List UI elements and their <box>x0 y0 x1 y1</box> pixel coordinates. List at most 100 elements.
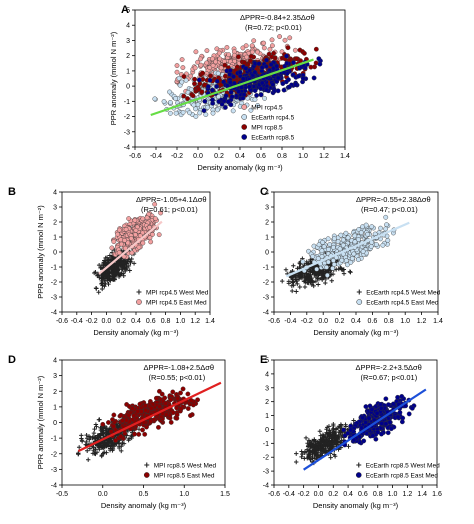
y-tick-label: 2 <box>265 220 269 227</box>
point-series-1 <box>180 386 186 392</box>
point-series-0 <box>115 259 121 264</box>
point-series-1 <box>153 395 159 401</box>
x-tick-label: 0.8 <box>373 491 383 498</box>
point-series-1 <box>363 404 369 409</box>
point-series-1 <box>262 95 268 101</box>
point-series-2 <box>272 55 278 61</box>
point-series-0 <box>128 260 133 265</box>
point-series-1 <box>352 239 358 245</box>
point-series-0 <box>324 438 329 443</box>
y-tick-label: -3 <box>263 295 269 302</box>
x-tick-label: 1.0 <box>176 318 186 325</box>
x-tick-label: -0.5 <box>56 491 68 498</box>
point-series-1 <box>386 402 391 408</box>
point-series-0 <box>129 434 135 439</box>
point-series-0 <box>307 274 312 280</box>
point-series-1 <box>153 216 158 222</box>
point-series-0 <box>96 290 101 295</box>
point-series-1 <box>188 413 193 418</box>
point-series-1 <box>374 242 379 247</box>
point-series-2 <box>313 46 319 52</box>
fit-line <box>285 221 410 278</box>
point-series-0 <box>318 442 324 448</box>
point-series-1 <box>142 431 148 437</box>
point-series-1 <box>387 419 393 425</box>
legend-entry: EcEarth rcp4.5 West Med <box>366 290 440 297</box>
point-series-0 <box>106 281 111 287</box>
point-series-0 <box>300 451 305 457</box>
panel-letter: E <box>260 354 267 366</box>
point-series-1 <box>324 264 329 270</box>
point-series-0 <box>307 452 312 457</box>
stats-text: (R=0.67; p<0.01) <box>361 373 418 382</box>
point-series-1 <box>130 405 135 411</box>
point-series-0 <box>307 448 312 453</box>
x-tick-label: -0.6 <box>268 318 280 325</box>
y-axis-label: PPR anomaly (mmol N m⁻²) <box>109 31 118 125</box>
point-series-1 <box>158 210 164 216</box>
x-tick-label: -0.6 <box>268 491 280 498</box>
x-tick-label: 0.6 <box>368 318 378 325</box>
point-series-0 <box>91 430 97 436</box>
point-series-0 <box>305 444 311 449</box>
point-series-0 <box>328 455 333 460</box>
y-tick-label: 0 <box>126 84 130 91</box>
point-series-1 <box>119 418 125 424</box>
point-series-2 <box>192 81 197 87</box>
point-series-0 <box>244 54 250 60</box>
point-series-1 <box>358 230 364 235</box>
point-series-0 <box>297 284 303 290</box>
x-tick-label: 1.2 <box>402 491 412 498</box>
point-series-1 <box>349 256 355 261</box>
point-series-1 <box>131 413 137 419</box>
point-series-1 <box>374 410 380 416</box>
point-series-1 <box>379 421 385 426</box>
panel-letter: B <box>8 186 16 198</box>
point-series-2 <box>208 73 213 79</box>
y-tick-label: 2 <box>265 399 269 406</box>
point-series-1 <box>156 232 162 238</box>
y-tick-label: 2 <box>53 220 57 227</box>
point-series-0 <box>289 283 295 288</box>
point-series-2 <box>241 60 247 65</box>
point-series-0 <box>338 265 343 271</box>
point-series-0 <box>348 270 353 275</box>
point-series-0 <box>92 435 97 440</box>
point-series-1 <box>325 259 331 265</box>
point-series-3 <box>281 87 287 93</box>
y-tick-label: 5 <box>126 8 130 15</box>
point-series-3 <box>229 94 235 100</box>
x-tick-label: 0.8 <box>161 318 171 325</box>
point-series-0 <box>195 59 201 65</box>
x-tick-label: 0.2 <box>214 153 224 160</box>
equation: ΔPPR=-1.05+4.1Δσθ <box>136 195 207 204</box>
point-series-0 <box>292 47 298 53</box>
legend-entry: MPI rcp4.5 East Med <box>146 300 207 307</box>
point-series-1 <box>167 100 173 105</box>
point-series-0 <box>110 448 115 453</box>
legend-marker <box>241 114 248 120</box>
point-series-0 <box>90 435 95 441</box>
point-series-1 <box>203 112 209 117</box>
point-series-0 <box>304 447 310 452</box>
point-series-1 <box>176 75 182 81</box>
y-tick-label: -2 <box>263 455 269 462</box>
scatter-points <box>91 201 164 295</box>
x-tick-label: -0.4 <box>284 318 296 325</box>
point-series-1 <box>122 237 128 243</box>
point-series-0 <box>320 432 326 437</box>
y-tick-label: -4 <box>263 483 269 490</box>
point-series-1 <box>205 104 211 110</box>
point-series-0 <box>324 427 329 432</box>
x-tick-label: 0.6 <box>146 318 156 325</box>
point-series-3 <box>291 60 296 66</box>
point-series-0 <box>122 268 128 274</box>
fit-line <box>98 220 163 275</box>
panel-C: -0.6 -0.4 -0.2 0.0 0.2 0.4 0.6 0.8 1.0 1.2 1.4 -4 -3… <box>260 186 443 337</box>
point-series-1 <box>108 429 114 435</box>
point-series-0 <box>93 270 98 275</box>
y-tick-label: 4 <box>53 190 57 197</box>
point-series-0 <box>99 280 105 286</box>
x-tick-label: 0.8 <box>277 153 287 160</box>
point-series-0 <box>291 263 296 268</box>
